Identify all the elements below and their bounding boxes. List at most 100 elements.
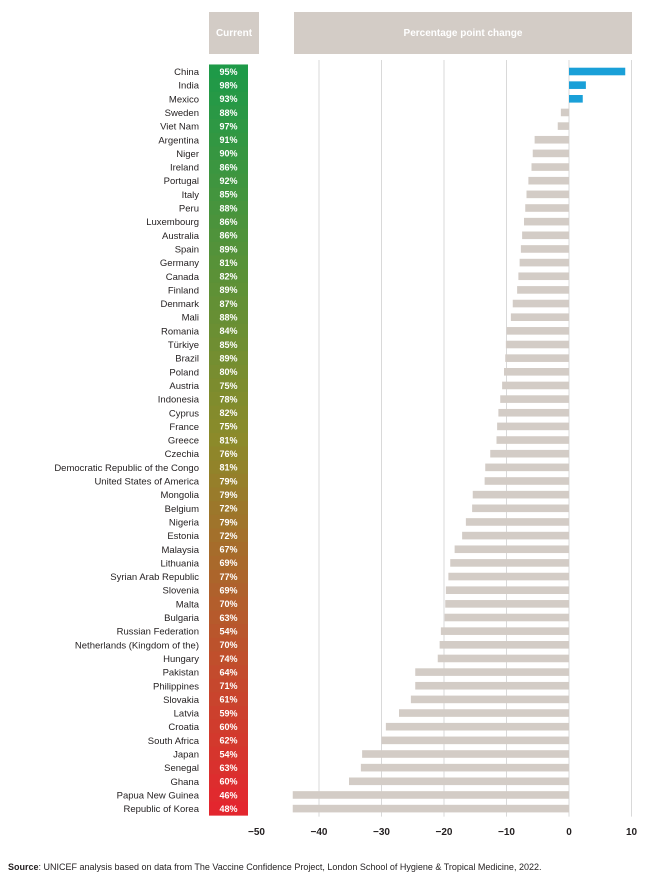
bar (454, 545, 569, 554)
current-value: 84% (219, 326, 237, 336)
bar (534, 135, 569, 144)
current-value: 89% (219, 244, 237, 254)
current-cell (209, 419, 248, 434)
current-cell (209, 91, 248, 106)
country-label: Austria (169, 381, 199, 392)
x-tick-label: −50 (248, 827, 265, 838)
bar (440, 627, 569, 635)
current-value: 79% (219, 476, 237, 486)
bar (497, 422, 569, 431)
current-value: 89% (219, 353, 237, 363)
bar (439, 641, 569, 649)
current-cell (209, 200, 248, 216)
bar (450, 559, 569, 567)
current-cell (209, 323, 248, 338)
current-cell (209, 337, 248, 352)
current-cell (209, 542, 248, 557)
country-label: Finland (168, 285, 199, 296)
current-cell (209, 733, 248, 748)
country-label: Cyprus (169, 408, 199, 419)
current-value: 75% (219, 422, 237, 432)
current-cell (209, 228, 248, 243)
country-label: Netherlands (Kingdom of the) (75, 640, 199, 651)
current-cell (209, 487, 248, 502)
bar (472, 490, 569, 499)
country-label: Portugal (164, 176, 199, 187)
bar (472, 504, 569, 513)
country-label: Estonia (167, 531, 199, 542)
current-cell (209, 719, 248, 734)
country-label: Syrian Arab Republic (110, 572, 199, 583)
bar (362, 750, 569, 758)
current-value: 79% (219, 517, 237, 527)
current-cell (209, 583, 248, 598)
country-label: Pakistan (163, 668, 199, 679)
bar (505, 354, 569, 362)
current-value: 59% (219, 708, 237, 718)
current-cell (209, 214, 248, 229)
country-label: Nigeria (169, 517, 200, 528)
bar (506, 327, 569, 335)
current-value: 88% (219, 108, 237, 118)
country-label: Argentina (158, 135, 199, 146)
header-current: Current (209, 12, 259, 54)
country-label: Denmark (160, 299, 199, 310)
current-value: 90% (219, 149, 237, 159)
bar (498, 408, 569, 417)
current-cell (209, 596, 248, 611)
current-value: 63% (219, 763, 237, 773)
bar (505, 340, 569, 349)
country-label: Brazil (175, 354, 199, 365)
country-label: Greece (168, 436, 199, 447)
x-tick-label: 10 (626, 827, 638, 838)
current-value: 95% (219, 67, 237, 77)
bar (518, 272, 569, 281)
current-value: 97% (219, 121, 237, 131)
bar (444, 613, 569, 622)
current-cell (209, 64, 248, 79)
current-cell (209, 241, 248, 256)
current-cell (209, 405, 248, 420)
current-value: 88% (219, 203, 237, 213)
current-value: 85% (219, 190, 237, 200)
country-label: Mali (182, 313, 199, 324)
current-cell (209, 760, 248, 775)
country-label: United States of America (94, 477, 199, 488)
bar (528, 176, 569, 185)
current-value: 74% (219, 654, 237, 664)
bar (531, 163, 569, 171)
x-tick-label: −30 (373, 827, 390, 838)
current-cell (209, 296, 248, 311)
country-label: India (178, 81, 199, 92)
current-value: 77% (219, 572, 237, 582)
current-cell (209, 651, 248, 666)
country-label: Viet Nam (160, 122, 199, 133)
current-value: 93% (219, 94, 237, 104)
bar (557, 122, 569, 130)
bar (360, 763, 569, 772)
current-value: 75% (219, 381, 237, 391)
bar (526, 190, 569, 199)
bar (448, 572, 569, 581)
bar (385, 722, 569, 731)
current-cell (209, 173, 248, 188)
current-value: 71% (219, 681, 237, 691)
current-cell (209, 555, 248, 570)
current-value: 54% (219, 626, 237, 636)
current-value: 82% (219, 272, 237, 282)
current-cell (209, 624, 248, 639)
current-cell (209, 105, 248, 120)
x-tick-label: −10 (498, 827, 515, 838)
current-cell (209, 787, 248, 802)
country-label: Philippines (153, 681, 199, 692)
bar (445, 586, 569, 594)
country-label: Senegal (164, 763, 199, 774)
current-cell (209, 665, 248, 680)
bar (399, 709, 569, 717)
country-label: Poland (169, 367, 199, 378)
current-cell (209, 378, 248, 393)
current-value: 60% (219, 722, 237, 732)
current-value: 72% (219, 504, 237, 514)
country-label: Ghana (170, 777, 199, 788)
current-cell (209, 187, 248, 202)
